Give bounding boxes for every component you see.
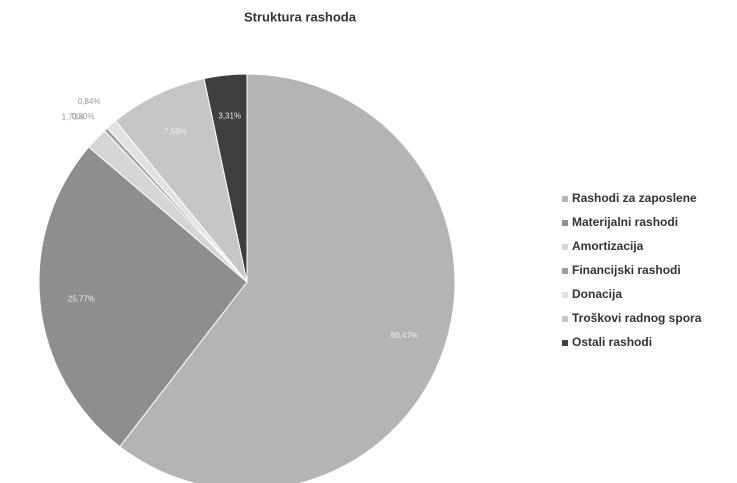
- pie-slice: [38, 146, 248, 448]
- data-label: 0,84%: [78, 97, 101, 106]
- data-label: 0,30%: [72, 112, 95, 121]
- legend-swatch: [562, 316, 568, 322]
- legend-label: Donacija: [572, 287, 622, 301]
- legend-label: Rashodi za zaposlene: [572, 191, 697, 205]
- legend-label: Financijski rashodi: [572, 263, 681, 277]
- legend-label: Ostali rashodi: [572, 335, 652, 349]
- legend-swatch: [562, 196, 568, 202]
- pie-slice: [119, 73, 456, 483]
- data-label: 1,73%: [62, 112, 85, 121]
- pie-slice: [114, 77, 248, 283]
- chart-title: Struktura rashoda: [244, 9, 357, 24]
- legend-label: Amortizacija: [572, 239, 644, 253]
- pie-slice: [203, 73, 248, 283]
- data-label: 7,58%: [164, 127, 187, 136]
- legend-swatch: [562, 292, 568, 298]
- legend-swatch: [562, 268, 568, 274]
- legend-swatch: [562, 220, 568, 226]
- legend-label: Materijalni rashodi: [572, 215, 678, 229]
- legend-swatch: [562, 244, 568, 250]
- legend-swatch: [562, 340, 568, 346]
- legend-label: Troškovi radnog spora: [572, 311, 702, 325]
- data-label: 25,77%: [68, 294, 95, 303]
- data-label: 60,47%: [391, 331, 418, 340]
- data-label: 3,31%: [218, 112, 241, 121]
